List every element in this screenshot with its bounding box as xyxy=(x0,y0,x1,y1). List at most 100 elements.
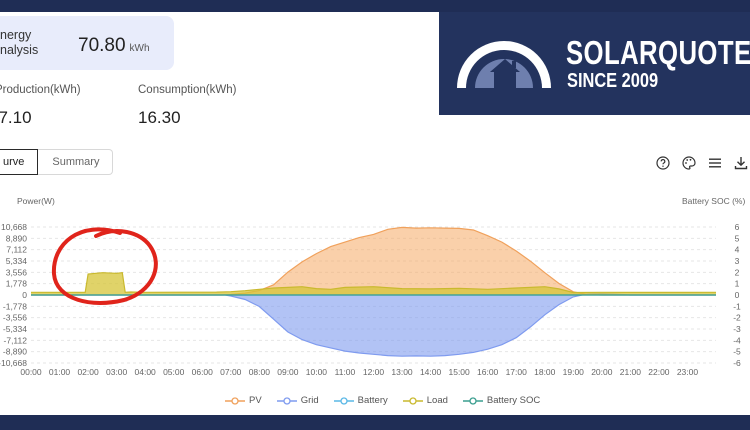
x-tick: 21:00 xyxy=(620,367,642,377)
x-tick: 06:00 xyxy=(192,367,214,377)
right-axis-title: Battery SOC (%) xyxy=(682,196,746,206)
y-tick-right: -1 xyxy=(733,301,741,311)
legend-battery[interactable]: Battery xyxy=(333,395,388,406)
energy-label-line1: nergy xyxy=(0,28,32,42)
logo-sun-house-icon xyxy=(457,41,551,88)
y-tick-left: 8,890 xyxy=(6,233,28,243)
x-tick: 02:00 xyxy=(77,367,99,377)
y-tick-right: -5 xyxy=(733,347,741,357)
power-chart: 10,668 68,890 57,112 45,334 33,556 21,778 10 0-… xyxy=(0,222,741,377)
y-tick-right: -4 xyxy=(733,335,741,345)
y-tick-right: 4 xyxy=(735,245,740,255)
x-tick: 05:00 xyxy=(163,367,185,377)
x-tick: 08:00 xyxy=(249,367,271,377)
y-tick-left: 5,334 xyxy=(6,256,28,266)
y-tick-left: 10,668 xyxy=(1,222,27,232)
x-tick: 01:00 xyxy=(49,367,71,377)
solarquotes-logo: SOLARQUOTES SINCE 2009 xyxy=(439,12,750,115)
energy-value-unit: kWh xyxy=(129,43,150,54)
x-tick: 13:00 xyxy=(391,367,413,377)
annotation-circle xyxy=(51,227,158,305)
legend-pv[interactable]: PV xyxy=(225,395,262,406)
y-tick-left: 7,112 xyxy=(6,245,27,255)
production-value: 37.10 xyxy=(0,108,32,127)
y-tick-left: 0 xyxy=(22,290,27,300)
y-tick-right: 6 xyxy=(735,222,740,232)
y-tick-right: 3 xyxy=(735,256,740,266)
grid-series-line xyxy=(31,293,716,357)
energy-value: 70.80 kWh xyxy=(78,35,150,57)
legend-load-swatch xyxy=(402,396,423,405)
x-tick: 15:00 xyxy=(448,367,470,377)
x-tick: 10:00 xyxy=(306,367,328,377)
consumption-value: 16.30 xyxy=(138,108,181,127)
grid-series-area xyxy=(31,293,716,357)
pv-series-area xyxy=(31,227,716,295)
y-tick-left: -10,668 xyxy=(0,358,27,368)
menu-icon[interactable] xyxy=(706,154,724,172)
production-label: Production(kWh) xyxy=(0,84,81,96)
x-tick: 09:00 xyxy=(277,367,299,377)
legend-load-label: Load xyxy=(426,395,448,406)
tab-summary[interactable]: Summary xyxy=(38,149,114,175)
y-tick-left: 3,556 xyxy=(6,267,28,277)
load-series-line xyxy=(31,272,717,294)
x-tick: 23:00 xyxy=(677,367,699,377)
x-tick: 20:00 xyxy=(591,367,613,377)
y-tick-right: -2 xyxy=(733,313,741,323)
y-tick-left: -3,556 xyxy=(3,313,27,323)
legend-grid[interactable]: Grid xyxy=(276,395,319,406)
x-tick: 07:00 xyxy=(220,367,242,377)
x-tick: 19:00 xyxy=(563,367,585,377)
x-tick: 04:00 xyxy=(135,367,157,377)
legend-pv-label: PV xyxy=(249,395,262,406)
help-icon[interactable] xyxy=(654,154,672,172)
energy-analysis-label: nergy nalysis xyxy=(0,28,70,58)
y-tick-left: -5,334 xyxy=(3,324,27,334)
palette-icon[interactable] xyxy=(680,154,698,172)
chart-legend: PV Grid Battery Load Battery SOC xyxy=(225,395,540,406)
x-tick: 17:00 xyxy=(506,367,528,377)
pv-series-line xyxy=(31,226,716,296)
x-tick: 12:00 xyxy=(363,367,385,377)
y-tick-right: 0 xyxy=(735,290,740,300)
legend-battery-soc-swatch xyxy=(462,396,483,405)
y-tick-left: -7,112 xyxy=(4,335,28,345)
legend-load[interactable]: Load xyxy=(402,395,448,406)
download-icon[interactable] xyxy=(732,154,750,172)
legend-battery-soc[interactable]: Battery SOC xyxy=(462,395,541,406)
legend-grid-label: Grid xyxy=(300,395,319,406)
consumption-label: Consumption(kWh) xyxy=(138,84,237,96)
energy-analysis-card[interactable]: nergy nalysis 70.80 kWh xyxy=(0,16,174,70)
y-tick-right: 1 xyxy=(735,279,740,289)
x-tick: 22:00 xyxy=(648,367,670,377)
x-tick: 16:00 xyxy=(477,367,499,377)
legend-pv-swatch xyxy=(225,396,245,405)
x-tick: 03:00 xyxy=(106,367,128,377)
y-tick-left: -8,890 xyxy=(3,347,27,357)
y-tick-right: -6 xyxy=(733,358,741,368)
energy-label-line2: nalysis xyxy=(0,43,39,57)
legend-battery-soc-label: Battery SOC xyxy=(486,395,541,406)
legend-grid-swatch xyxy=(276,396,297,405)
x-tick: 14:00 xyxy=(420,367,442,377)
logo-text-main: SOLARQUOTES xyxy=(566,34,750,71)
y-tick-right: -3 xyxy=(733,324,741,334)
x-tick: 11:00 xyxy=(335,367,356,377)
logo-text-since: SINCE 2009 xyxy=(567,70,659,92)
y-tick-left: 1,778 xyxy=(6,279,28,289)
y-tick-right: 5 xyxy=(735,233,740,243)
legend-battery-swatch xyxy=(333,396,354,405)
y-tick-left: -1,778 xyxy=(3,301,27,311)
y-tick-right: 2 xyxy=(735,267,740,277)
chart-toolbar xyxy=(654,154,750,172)
left-axis-title: Power(W) xyxy=(17,196,55,206)
load-series-area xyxy=(31,272,716,295)
view-tabs: urve Summary xyxy=(0,149,114,175)
tab-curve[interactable]: urve xyxy=(0,149,39,175)
legend-battery-label: Battery xyxy=(357,395,388,406)
x-tick: 00:00 xyxy=(20,367,42,377)
energy-value-number: 70.80 xyxy=(78,35,126,56)
x-tick: 18:00 xyxy=(534,367,556,377)
